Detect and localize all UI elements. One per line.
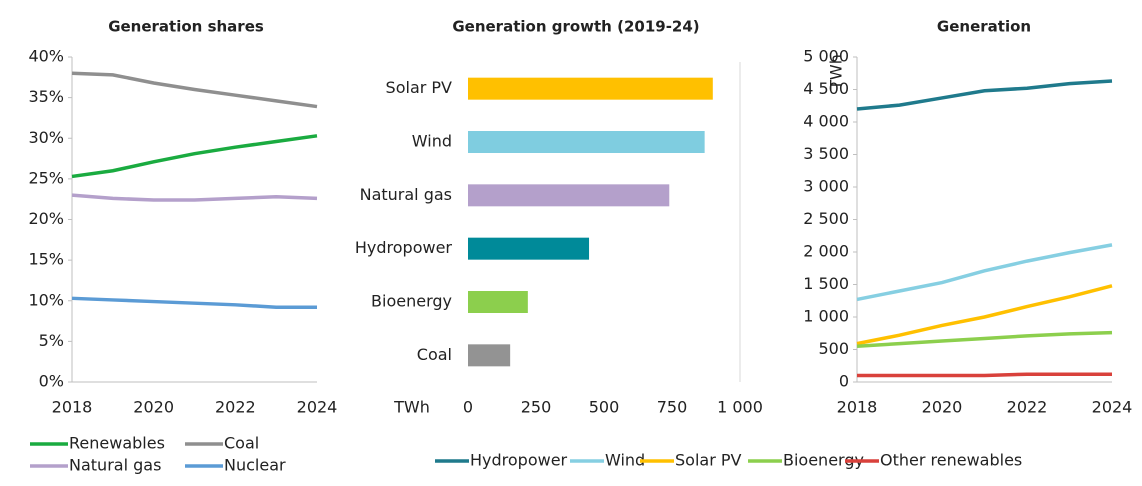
x-tick-label: 0: [463, 398, 473, 417]
y-tick-label: 2 500: [803, 209, 849, 228]
y-tick-label: 5 000: [803, 47, 849, 66]
y-tick-label: 30%: [28, 128, 64, 147]
legend-label: Bioenergy: [783, 451, 864, 470]
x-axis-label: TWh: [393, 398, 430, 417]
x-tick-label: 1 000: [717, 398, 763, 417]
x-tick-label: 250: [521, 398, 552, 417]
y-tick-label: 5%: [39, 331, 64, 350]
legend-label: Wind: [605, 451, 645, 470]
bar: [468, 291, 528, 313]
x-tick-label: 2024: [1092, 398, 1133, 417]
y-tick-label: 15%: [28, 250, 64, 269]
x-tick-label: 2024: [297, 398, 338, 417]
legend-label: Hydropower: [470, 451, 568, 470]
y-tick-label: 25%: [28, 168, 64, 187]
series-line: [857, 372, 1112, 378]
category-label: Solar PV: [386, 78, 453, 97]
x-tick-label: 2018: [837, 398, 878, 417]
legend-label: Other renewables: [880, 451, 1022, 470]
category-label: Hydropower: [355, 238, 453, 257]
series-line: [856, 284, 1113, 346]
legend-label: Nuclear: [224, 456, 286, 475]
x-tick-label: 750: [657, 398, 688, 417]
legend-label: Coal: [224, 434, 259, 453]
y-tick-label: 1 000: [803, 307, 849, 326]
x-tick-label: 2018: [52, 398, 93, 417]
y-tick-label: 0%: [39, 372, 64, 391]
y-tick-label: 4 000: [803, 112, 849, 131]
legend-label: Solar PV: [675, 451, 742, 470]
y-tick-label: 3 000: [803, 177, 849, 196]
x-tick-label: 2020: [133, 398, 174, 417]
y-tick-label: 2 000: [803, 242, 849, 261]
series-line: [856, 330, 1113, 348]
y-tick-label: 500: [818, 339, 849, 358]
chart-title: Generation shares: [108, 18, 264, 36]
legend-label: Natural gas: [69, 456, 161, 475]
bar: [468, 184, 670, 207]
series-line: [856, 79, 1113, 111]
category-label: Wind: [412, 132, 452, 151]
bar: [468, 131, 705, 153]
category-label: Natural gas: [360, 185, 452, 204]
y-tick-label: 3 500: [803, 144, 849, 163]
category-label: Bioenergy: [371, 292, 452, 311]
x-tick-label: 500: [589, 398, 620, 417]
category-label: Coal: [417, 345, 452, 364]
x-tick-label: 2022: [1007, 398, 1048, 417]
legend-label: Renewables: [69, 434, 165, 453]
series-line: [71, 193, 318, 202]
series-line: [856, 243, 1113, 302]
y-tick-label: 1 500: [803, 274, 849, 293]
y-tick-label: 40%: [28, 47, 64, 66]
chart-title: Generation: [937, 18, 1031, 36]
bar: [468, 344, 511, 367]
chart-title: Generation growth (2019-24): [452, 18, 699, 36]
y-axis-label: TWh: [827, 54, 846, 91]
x-tick-label: 2022: [215, 398, 256, 417]
x-tick-label: 2020: [922, 398, 963, 417]
y-tick-label: 35%: [28, 87, 64, 106]
series-line: [71, 134, 318, 179]
bar: [468, 77, 713, 100]
y-tick-label: 4 500: [803, 79, 849, 98]
y-tick-label: 20%: [28, 209, 64, 228]
y-tick-label: 0: [839, 372, 849, 391]
y-tick-label: 10%: [28, 290, 64, 309]
series-line: [71, 71, 318, 109]
series-line: [71, 296, 317, 309]
bar: [468, 237, 590, 260]
